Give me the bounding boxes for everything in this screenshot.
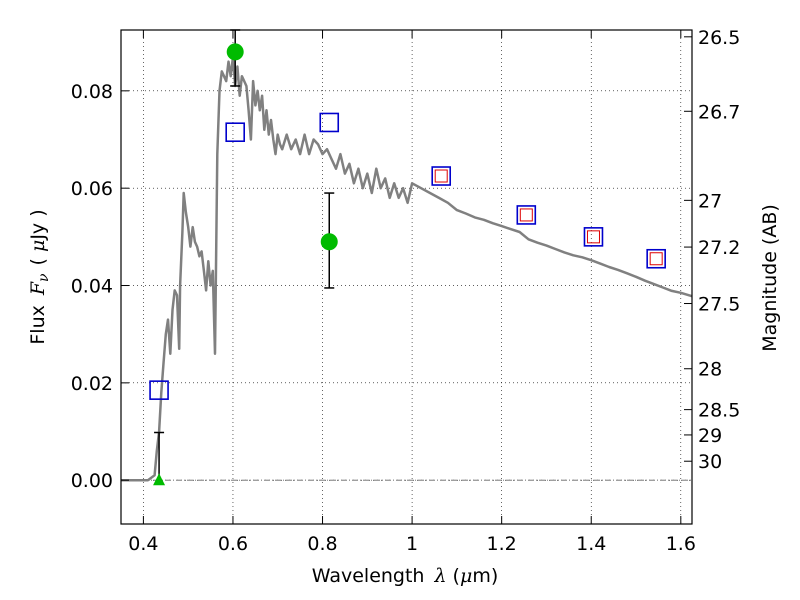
y2-tick-label: 26.5 [698,27,740,49]
series-layer [121,29,693,486]
x-tick-label: 0.6 [218,533,248,555]
x-axis-label: Wavelength λ (μm) [312,565,498,587]
x-tick-label: 1.6 [666,533,696,555]
y2-tick-label: 26.7 [698,101,740,123]
y-tick-label: 0.00 [71,470,113,492]
y-tick-label: 0.02 [71,373,113,395]
model-photometry-square [516,205,537,225]
model-photometry-square [319,112,340,133]
y2-tick-label: 27.2 [698,237,740,259]
tick-layer: 0.4 0.6 0.8 1 1.2 1.4 1.6 0.00 0.02 0.04 0.06 0.08 2… [71,27,741,555]
y2-tick-label: 28.5 [698,400,740,422]
right-axis-label: Magnitude (AB) [759,204,781,352]
upper-limit-triangle [153,473,166,486]
model-photometry-square [646,248,666,269]
y2-tick-label: 30 [698,451,722,473]
model-photometry-inner-square [586,230,600,244]
model-photometry-square [149,380,169,400]
x-tick-label: 0.8 [307,533,337,555]
plot-frame [120,29,693,525]
model-photometry-square [225,122,245,143]
y-axis-label: FluxFν(μJy ) [27,209,52,344]
y2-tick-label: 27.5 [698,294,740,316]
observed-point [320,233,338,251]
y-tick-label: 0.06 [71,178,113,200]
observed-point [226,43,244,61]
y2-tick-label: 29 [698,425,722,447]
y-tick-label: 0.08 [71,81,113,103]
y2-tick-label: 28 [698,359,722,381]
x-tick-label: 1 [406,533,418,555]
model-photometry-square [431,166,452,186]
model-photometry-inner-square [434,169,448,183]
model-photometry-inner-square [519,208,533,222]
x-tick-label: 1.4 [576,533,606,555]
y2-tick-label: 27 [698,190,722,212]
model-photometry-square [583,227,604,247]
y-tick-label: 0.04 [71,276,113,298]
x-tick-label: 1.2 [487,533,517,555]
model-photometry-inner-square [649,252,663,266]
x-tick-label: 0.4 [128,533,158,555]
model-sed-line [121,55,693,482]
